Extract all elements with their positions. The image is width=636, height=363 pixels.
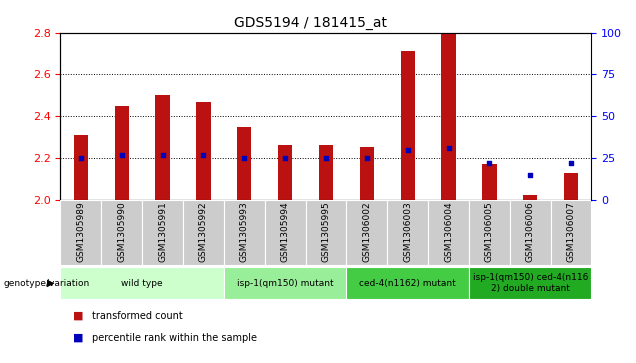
Bar	[74, 135, 88, 200]
Text: ■: ■	[73, 311, 84, 321]
Bar	[347, 267, 469, 299]
Text: GSM1306006: GSM1306006	[526, 201, 535, 262]
Bar	[197, 102, 211, 200]
Bar	[155, 95, 170, 200]
Bar	[510, 200, 551, 265]
Bar	[387, 200, 428, 265]
Text: GSM1306005: GSM1306005	[485, 201, 494, 262]
Point	[484, 160, 494, 166]
Text: GSM1306007: GSM1306007	[567, 201, 576, 262]
Point	[198, 152, 209, 158]
Text: ▶: ▶	[46, 278, 54, 288]
Bar	[142, 200, 183, 265]
Bar	[60, 267, 224, 299]
Text: GSM1306003: GSM1306003	[403, 201, 412, 262]
Bar	[359, 147, 374, 200]
Bar	[114, 106, 129, 200]
Text: wild type: wild type	[121, 279, 163, 287]
Bar	[551, 200, 591, 265]
Bar	[60, 200, 101, 265]
Point	[321, 155, 331, 161]
Text: GSM1305991: GSM1305991	[158, 201, 167, 262]
Point	[239, 155, 249, 161]
Text: ■: ■	[73, 333, 84, 343]
Bar	[482, 164, 497, 200]
Point	[443, 145, 453, 151]
Text: GSM1305990: GSM1305990	[117, 201, 126, 262]
Point	[566, 160, 576, 166]
Bar	[278, 146, 293, 200]
Text: GSM1305989: GSM1305989	[76, 201, 85, 262]
Point	[116, 152, 127, 158]
Title: GDS5194 / 181415_at: GDS5194 / 181415_at	[233, 16, 387, 30]
Point	[403, 147, 413, 152]
Bar	[441, 33, 455, 200]
Text: isp-1(qm150) ced-4(n116
2) double mutant: isp-1(qm150) ced-4(n116 2) double mutant	[473, 273, 588, 293]
Text: GSM1305993: GSM1305993	[240, 201, 249, 262]
Point	[362, 155, 372, 161]
Bar	[469, 200, 510, 265]
Bar	[224, 200, 265, 265]
Text: GSM1306002: GSM1306002	[363, 201, 371, 262]
Text: transformed count: transformed count	[92, 311, 183, 321]
Text: ced-4(n1162) mutant: ced-4(n1162) mutant	[359, 279, 456, 287]
Bar	[428, 200, 469, 265]
Point	[158, 152, 168, 158]
Bar	[265, 200, 305, 265]
Point	[76, 155, 86, 161]
Text: genotype/variation: genotype/variation	[3, 279, 90, 287]
Bar	[564, 172, 578, 200]
Bar	[347, 200, 387, 265]
Bar	[305, 200, 347, 265]
Bar	[319, 146, 333, 200]
Text: isp-1(qm150) mutant: isp-1(qm150) mutant	[237, 279, 333, 287]
Bar	[101, 200, 142, 265]
Text: GSM1305995: GSM1305995	[321, 201, 331, 262]
Text: GSM1305994: GSM1305994	[280, 201, 289, 262]
Bar	[469, 267, 591, 299]
Text: percentile rank within the sample: percentile rank within the sample	[92, 333, 257, 343]
Bar	[183, 200, 224, 265]
Bar	[523, 195, 537, 200]
Bar	[237, 127, 251, 200]
Bar	[224, 267, 347, 299]
Text: GSM1306004: GSM1306004	[444, 201, 453, 262]
Bar	[401, 52, 415, 200]
Point	[280, 155, 290, 161]
Point	[525, 172, 536, 178]
Text: GSM1305992: GSM1305992	[199, 201, 208, 262]
